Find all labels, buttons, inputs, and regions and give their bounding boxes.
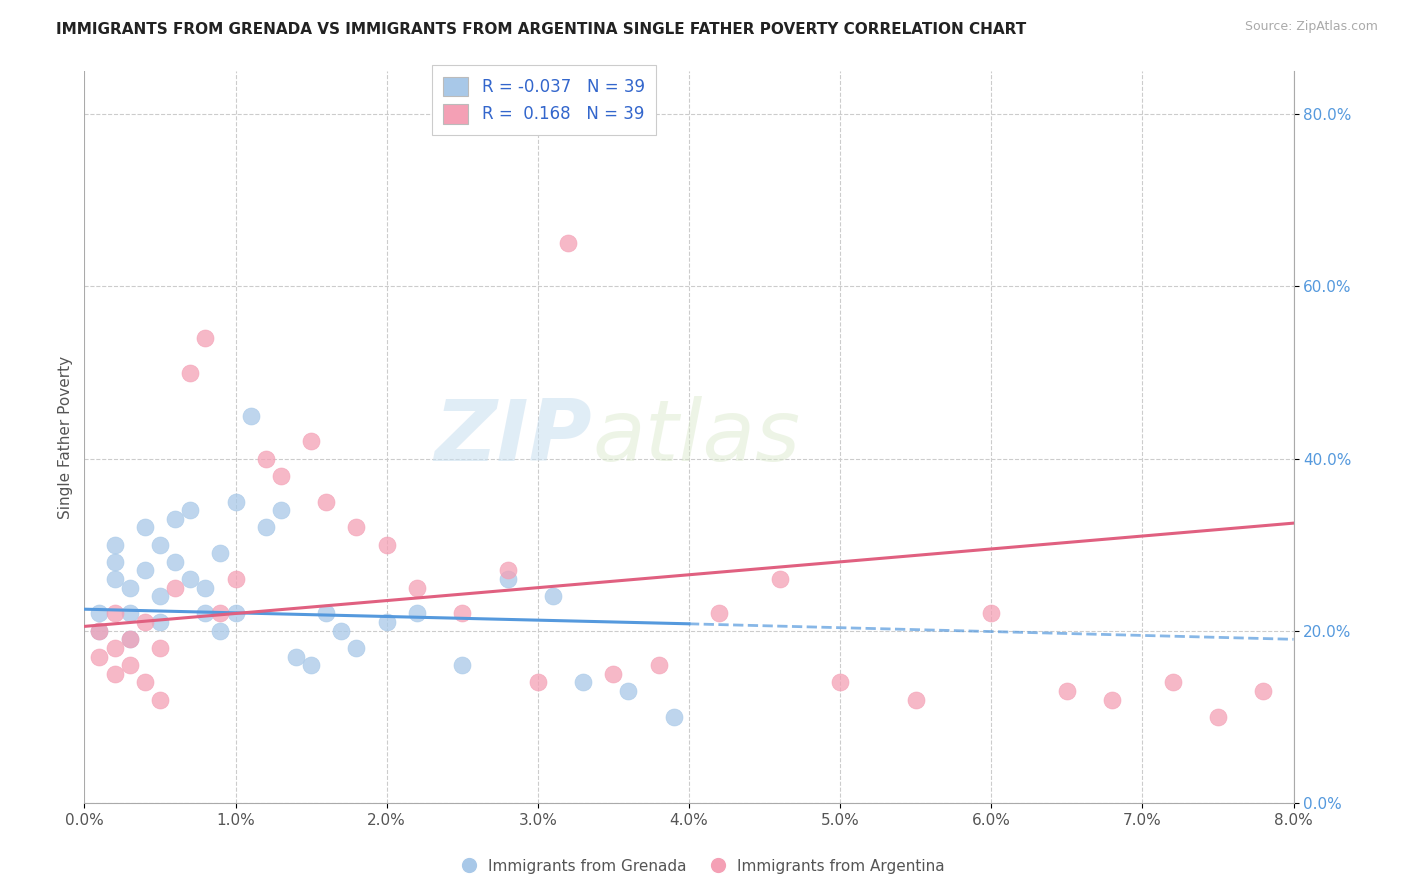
Point	[118, 632, 141, 647]
Text: Source: ZipAtlas.com: Source: ZipAtlas.com	[1244, 20, 1378, 33]
Point	[149, 615, 172, 629]
Point	[179, 572, 201, 586]
Point	[134, 675, 156, 690]
Point	[496, 572, 519, 586]
Point	[285, 649, 308, 664]
Point	[149, 640, 172, 655]
Point	[225, 572, 247, 586]
Point	[830, 675, 852, 690]
Legend: R = -0.037   N = 39, R =  0.168   N = 39: R = -0.037 N = 39, R = 0.168 N = 39	[432, 65, 657, 136]
Point	[451, 658, 474, 673]
Point	[299, 658, 322, 673]
Point	[89, 624, 111, 638]
Point	[254, 451, 277, 466]
Point	[330, 624, 353, 638]
Point	[89, 649, 111, 664]
Point	[194, 331, 217, 345]
Point	[149, 538, 172, 552]
Point	[149, 589, 172, 603]
Point	[375, 615, 398, 629]
Point	[165, 512, 187, 526]
Point	[118, 658, 141, 673]
Point	[194, 581, 217, 595]
Point	[179, 503, 201, 517]
Point	[165, 581, 187, 595]
Point	[648, 658, 671, 673]
Point	[209, 624, 232, 638]
Point	[225, 494, 247, 508]
Text: atlas: atlas	[592, 395, 800, 479]
Text: IMMIGRANTS FROM GRENADA VS IMMIGRANTS FROM ARGENTINA SINGLE FATHER POVERTY CORRE: IMMIGRANTS FROM GRENADA VS IMMIGRANTS FR…	[56, 22, 1026, 37]
Point	[134, 615, 156, 629]
Point	[149, 692, 172, 706]
Point	[89, 624, 111, 638]
Point	[104, 555, 127, 569]
Point	[209, 546, 232, 560]
Point	[134, 564, 156, 578]
Point	[904, 692, 927, 706]
Point	[406, 607, 429, 621]
Point	[254, 520, 277, 534]
Point	[104, 607, 127, 621]
Point	[104, 572, 127, 586]
Y-axis label: Single Father Poverty: Single Father Poverty	[58, 356, 73, 518]
Point	[617, 684, 640, 698]
Point	[602, 666, 624, 681]
Legend: Immigrants from Grenada, Immigrants from Argentina: Immigrants from Grenada, Immigrants from…	[456, 853, 950, 880]
Point	[406, 581, 429, 595]
Point	[118, 607, 141, 621]
Point	[315, 494, 337, 508]
Point	[118, 581, 141, 595]
Point	[104, 538, 127, 552]
Point	[239, 409, 262, 423]
Point	[209, 607, 232, 621]
Point	[541, 589, 564, 603]
Point	[709, 607, 731, 621]
Point	[1101, 692, 1123, 706]
Point	[194, 607, 217, 621]
Point	[572, 675, 595, 690]
Point	[1161, 675, 1184, 690]
Point	[118, 632, 141, 647]
Point	[134, 520, 156, 534]
Point	[165, 555, 187, 569]
Point	[225, 607, 247, 621]
Point	[980, 607, 1002, 621]
Point	[496, 564, 519, 578]
Point	[1253, 684, 1275, 698]
Point	[1056, 684, 1078, 698]
Point	[179, 366, 201, 380]
Point	[557, 236, 579, 251]
Point	[527, 675, 550, 690]
Point	[104, 640, 127, 655]
Point	[375, 538, 398, 552]
Point	[769, 572, 792, 586]
Point	[346, 520, 368, 534]
Point	[270, 503, 292, 517]
Point	[299, 434, 322, 449]
Point	[270, 468, 292, 483]
Point	[89, 607, 111, 621]
Text: ZIP: ZIP	[434, 395, 592, 479]
Point	[315, 607, 337, 621]
Point	[104, 666, 127, 681]
Point	[1206, 710, 1229, 724]
Point	[451, 607, 474, 621]
Point	[662, 710, 685, 724]
Point	[346, 640, 368, 655]
